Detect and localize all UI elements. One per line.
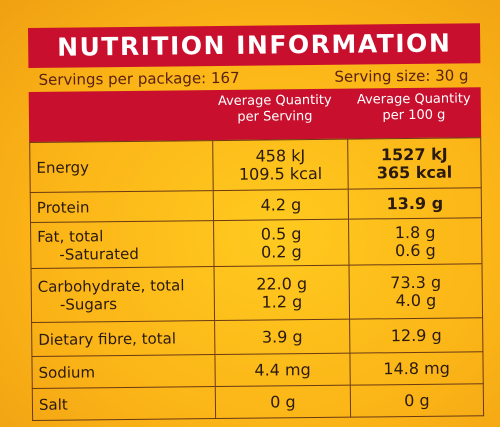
carbohydrate-per100: 73.3 g 4.0 g (349, 263, 483, 320)
nutrition-table: Energy 458 kJ 109.5 kcal 1527 kJ 365 kca… (29, 137, 484, 421)
header-per-100g: Average Quantity per 100 g (356, 91, 471, 124)
label-sodium: Sodium (31, 354, 216, 389)
fat-per100: 1.8 g 0.6 g (348, 217, 482, 266)
row-energy: Energy 458 kJ 109.5 kcal 1527 kJ 365 kca… (29, 137, 482, 193)
row-carbohydrate: Carbohydrate, total -Sugars 22.0 g 1.2 g… (31, 263, 483, 323)
label-fat: Fat, total -Saturated (30, 220, 215, 269)
nutrition-panel: NUTRITION INFORMATION Servings per packa… (28, 23, 484, 421)
serving-size: Serving size: 30 g (334, 66, 469, 86)
protein-per100: 13.9 g (348, 187, 482, 220)
fibre-per100: 12.9 g (349, 317, 483, 354)
fibre-serving: 3.9 g (214, 319, 350, 355)
protein-serving: 4.2 g (213, 189, 349, 221)
servings-per-package: Servings per package: 167 (38, 68, 240, 89)
label-carbohydrate: Carbohydrate, total -Sugars (31, 266, 215, 323)
label-fibre: Dietary fibre, total (31, 320, 215, 357)
label-salt: Salt (32, 386, 216, 421)
label-energy: Energy (29, 140, 214, 193)
row-fibre: Dietary fibre, total 3.9 g 12.9 g (31, 317, 483, 357)
fat-serving: 0.5 g 0.2 g (213, 219, 350, 267)
row-salt: Salt 0 g 0 g (32, 383, 484, 421)
carbohydrate-serving: 22.0 g 1.2 g (214, 265, 350, 321)
sodium-per100: 14.8 mg (349, 351, 484, 386)
row-protein: Protein 4.2 g 13.9 g (30, 187, 482, 223)
label-protein: Protein (30, 190, 214, 223)
panel-title: NUTRITION INFORMATION (28, 23, 481, 68)
sodium-serving: 4.4 mg (214, 353, 351, 387)
header-per-serving: Average Quantity per Serving (217, 92, 332, 125)
column-header-bar: Average Quantity per Serving Average Qua… (28, 87, 482, 142)
row-sodium: Sodium 4.4 mg 14.8 mg (31, 351, 484, 389)
energy-per100: 1527 kJ 365 kcal (347, 137, 482, 190)
row-fat: Fat, total -Saturated 0.5 g 0.2 g 1.8 g … (30, 217, 482, 269)
energy-serving: 458 kJ 109.5 kcal (212, 139, 349, 191)
salt-serving: 0 g (215, 385, 351, 419)
salt-per100: 0 g (350, 383, 484, 418)
